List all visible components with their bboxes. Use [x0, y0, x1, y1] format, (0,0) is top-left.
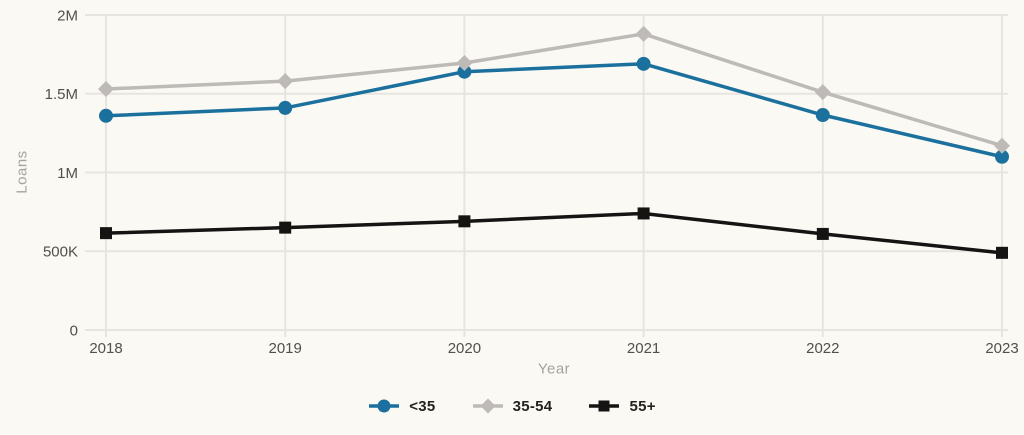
- series-55+: [100, 207, 1008, 259]
- legend: <35 35-54 55+: [0, 397, 1024, 415]
- data-point-marker: [995, 149, 1009, 164]
- data-point-marker: [277, 73, 294, 90]
- data-point-marker: [279, 221, 292, 234]
- x-tick-label: 2020: [448, 340, 481, 357]
- legend-marker-square-icon: [589, 400, 620, 412]
- legend-label: <35: [409, 397, 436, 415]
- data-point-marker: [278, 100, 293, 115]
- y-axis-title: Loans: [13, 150, 31, 194]
- data-point-marker: [815, 108, 830, 123]
- x-axis-title: Year: [537, 360, 571, 378]
- data-point-marker: [456, 55, 473, 72]
- legend-label: 35-54: [512, 397, 553, 415]
- data-point-marker: [994, 137, 1010, 154]
- data-point-marker: [816, 227, 829, 240]
- legend-marker-circle-icon: [369, 399, 400, 413]
- series-35-54: [98, 25, 1010, 154]
- data-point-marker: [598, 400, 610, 412]
- data-point-marker: [100, 227, 112, 240]
- plot-area: 0 500K 1M 1.5M 2M 2018 2019 2020 2021 2022 2023: [43, 7, 1019, 357]
- x-tick-label: 2023: [985, 340, 1018, 357]
- data-point-marker: [377, 399, 391, 413]
- x-tick-label: 2022: [806, 340, 839, 357]
- legend-marker-diamond-icon: [472, 398, 503, 414]
- series-line: [105, 211, 1003, 255]
- y-tick-label: 1M: [57, 165, 78, 182]
- data-point-marker: [996, 246, 1008, 259]
- y-tick-label: 500K: [43, 244, 78, 261]
- x-tick-label: 2021: [627, 340, 660, 357]
- legend-label: 55+: [629, 397, 656, 415]
- x-tick-label: 2019: [269, 340, 302, 357]
- data-point-marker: [637, 207, 650, 220]
- data-point-marker: [480, 398, 496, 414]
- series-line: [105, 62, 1003, 159]
- data-point-marker: [99, 108, 113, 123]
- x-tick-label: 2018: [89, 340, 122, 357]
- legend-item-<35[interactable]: <35: [368, 397, 435, 415]
- y-tick-label: 0: [70, 322, 78, 339]
- series-<35: [99, 56, 1009, 164]
- series-line: [105, 32, 1003, 148]
- data-point-marker: [458, 215, 471, 228]
- legend-item-55+[interactable]: 55+: [588, 397, 655, 415]
- y-tick-label: 1.5M: [45, 86, 78, 103]
- data-point-marker: [98, 81, 114, 98]
- data-point-marker: [814, 84, 831, 101]
- y-tick-label: 2M: [57, 7, 78, 24]
- data-point-marker: [636, 56, 651, 71]
- data-point-marker: [635, 25, 652, 42]
- legend-item-35-54[interactable]: 35-54: [472, 397, 553, 415]
- data-point-marker: [457, 64, 472, 79]
